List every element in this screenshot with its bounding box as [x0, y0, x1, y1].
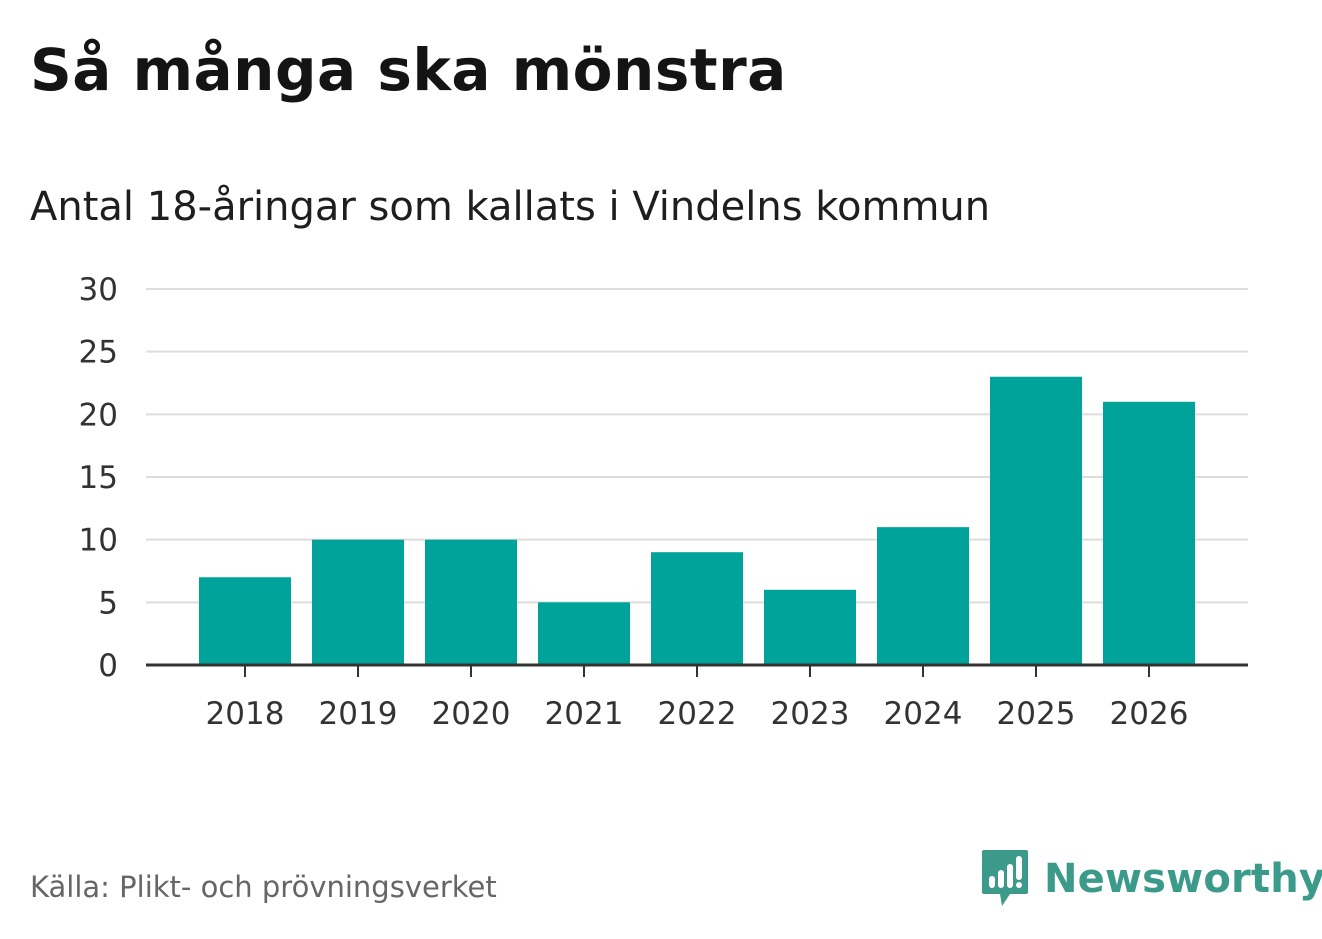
source-note: Källa: Plikt- och prövningsverket: [30, 870, 497, 904]
y-tick-label: 25: [79, 335, 118, 371]
bar-2023: [764, 589, 856, 665]
bar-2026: [1103, 401, 1195, 665]
brand-logo[interactable]: Newsworthy: [980, 848, 1322, 910]
x-tick-label: 2023: [771, 696, 850, 732]
brand-name: Newsworthy: [1044, 856, 1322, 902]
y-tick-label: 10: [79, 523, 118, 559]
axes: [146, 663, 1248, 677]
bar-2022: [651, 552, 743, 665]
y-tick-label: 5: [98, 585, 118, 621]
bar-2018: [199, 577, 291, 665]
bar-2024: [877, 527, 969, 665]
y-tick-label: 30: [79, 272, 118, 308]
x-tick-label: 2026: [1110, 696, 1189, 732]
chart-subtitle: Antal 18-åringar som kallats i Vindelns …: [30, 184, 991, 230]
x-tick-label: 2021: [545, 696, 624, 732]
y-tick-label: 20: [79, 397, 118, 433]
x-tick-label: 2025: [997, 696, 1076, 732]
bar-2020: [425, 539, 517, 665]
y-tick-label: 0: [98, 648, 118, 684]
y-tick-label: 15: [79, 460, 118, 496]
bar-2025: [990, 376, 1082, 665]
x-tick-label: 2024: [884, 696, 963, 732]
x-tick-label: 2022: [658, 696, 737, 732]
x-tick-label: 2018: [206, 696, 285, 732]
chart-title: Så många ska mönstra: [30, 36, 787, 104]
newsworthy-logo-icon: [982, 850, 1028, 906]
bar-2019: [312, 539, 404, 665]
bars: [199, 376, 1195, 665]
x-tick-label: 2020: [432, 696, 511, 732]
bar-2021: [538, 602, 630, 665]
x-tick-label: 2019: [319, 696, 398, 732]
